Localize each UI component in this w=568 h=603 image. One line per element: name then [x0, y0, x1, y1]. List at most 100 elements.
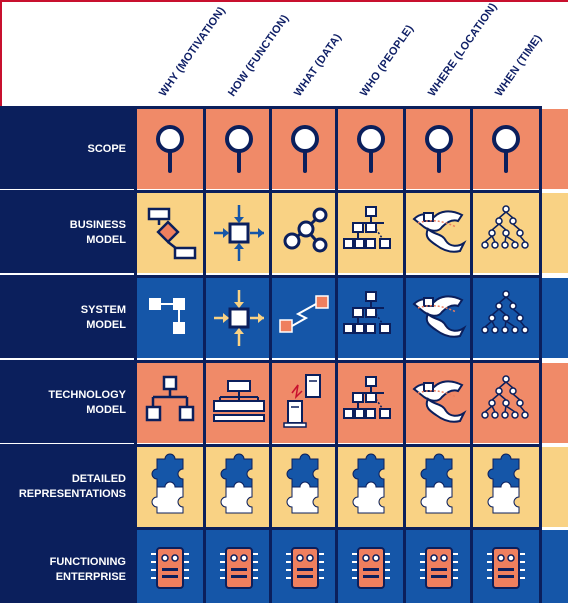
cell-r2-c3 [272, 193, 338, 273]
world-map-icon [412, 295, 467, 338]
org-chart-icon [343, 206, 391, 249]
row-divider [0, 190, 542, 193]
cell-r4-c6 [473, 363, 539, 443]
row-edge-strip [540, 530, 568, 603]
puzzle-piece-icon [420, 453, 453, 514]
org-chart-icon [343, 291, 391, 334]
process-arrows-icon [214, 205, 264, 261]
header-band [0, 0, 568, 106]
puzzle-piece-icon [487, 453, 520, 514]
cell-r6-c2 [206, 530, 272, 603]
cell-r3-c4 [338, 278, 404, 358]
cell-r4-c2 [206, 363, 272, 443]
puzzle-piece-icon [220, 453, 253, 514]
row-edge-strip [540, 278, 568, 358]
cell-r5-c1 [137, 447, 203, 527]
cell-r6-c5 [406, 530, 472, 603]
cell-r1-c5 [406, 109, 472, 189]
cell-r1-c6 [473, 109, 539, 189]
cell-r5-c2 [206, 447, 272, 527]
cell-r6-c4 [338, 530, 404, 603]
connected-boxes-icon [149, 298, 185, 334]
row-label: TECHNOLOGY MODEL [48, 389, 126, 416]
cell-r2-c6 [473, 193, 539, 273]
zigzag-link-icon [279, 295, 329, 333]
cell-r3-c1 [137, 278, 203, 358]
cell-r2-c4 [338, 193, 404, 273]
column-divider [539, 106, 542, 603]
cell-r1-c1 [137, 109, 203, 189]
row-divider [0, 527, 542, 530]
row-edge-strip [540, 363, 568, 443]
column-divider [134, 106, 137, 603]
cell-r5-c4 [338, 447, 404, 527]
cell-r3-c5 [406, 278, 472, 358]
org-chart-icon [343, 376, 391, 419]
hierarchy-tree-icon [481, 290, 529, 334]
bracket-boxes-icon [145, 375, 195, 422]
cell-r4-c5 [406, 363, 472, 443]
row-divider [0, 106, 542, 109]
row-header-3: SYSTEM MODEL [0, 278, 135, 358]
row-header-5: DETAILED REPRESENTATIONS [0, 447, 135, 527]
servers-icon [283, 374, 321, 428]
cell-r3-c3 [272, 278, 338, 358]
cell-r6-c3 [272, 530, 338, 603]
row-divider [0, 444, 542, 447]
row-header-2: BUSINESS MODEL [0, 193, 135, 273]
magnifier-icon [357, 125, 385, 173]
robot-chip-icon [420, 547, 458, 589]
robot-chip-icon [220, 547, 258, 589]
row-divider [0, 360, 542, 363]
cell-r4-c4 [338, 363, 404, 443]
magnifier-icon [291, 125, 319, 173]
puzzle-piece-icon [286, 453, 319, 514]
row-header-1: SCOPE [0, 109, 135, 189]
row-edge-strip [540, 109, 568, 189]
cell-r1-c3 [272, 109, 338, 189]
cell-r1-c4 [338, 109, 404, 189]
cell-r2-c5 [406, 193, 472, 273]
puzzle-piece-icon [352, 453, 385, 514]
robot-chip-icon [352, 547, 390, 589]
column-divider [203, 106, 206, 603]
magnifier-icon [425, 125, 453, 173]
row-label: BUSINESS MODEL [69, 219, 126, 246]
world-map-icon [412, 380, 467, 423]
robot-chip-icon [151, 547, 189, 589]
cell-r6-c6 [473, 530, 539, 603]
process-arrows-icon [214, 290, 264, 346]
stacked-tree-icon [213, 380, 265, 422]
hierarchy-tree-icon [481, 375, 529, 419]
cell-r5-c3 [272, 447, 338, 527]
cell-r5-c6 [473, 447, 539, 527]
column-divider [470, 106, 473, 603]
flowchart-icon [147, 207, 197, 260]
hierarchy-tree-icon [481, 205, 529, 249]
row-edge-strip [540, 193, 568, 273]
column-divider [335, 106, 338, 603]
magnifier-icon [225, 125, 253, 173]
row-edge-strip [540, 447, 568, 527]
column-divider [269, 106, 272, 603]
cell-r4-c3 [272, 363, 338, 443]
cell-r1-c2 [206, 109, 272, 189]
node-link-icon [283, 207, 328, 253]
row-header-6: FUNCTIONING ENTERPRISE [0, 530, 135, 603]
cell-r3-c6 [473, 278, 539, 358]
row-label: DETAILED REPRESENTATIONS [18, 473, 126, 500]
row-label: SYSTEM MODEL [80, 304, 126, 331]
magnifier-icon [156, 125, 184, 173]
cell-r6-c1 [137, 530, 203, 603]
puzzle-piece-icon [151, 453, 184, 514]
cell-r5-c5 [406, 447, 472, 527]
world-map-icon [412, 210, 467, 253]
row-label: SCOPE [87, 142, 126, 155]
cell-r2-c1 [137, 193, 203, 273]
cell-r3-c2 [206, 278, 272, 358]
column-divider [403, 106, 406, 603]
cell-r4-c1 [137, 363, 203, 443]
row-label: FUNCTIONING ENTERPRISE [49, 556, 126, 583]
magnifier-icon [492, 125, 520, 173]
